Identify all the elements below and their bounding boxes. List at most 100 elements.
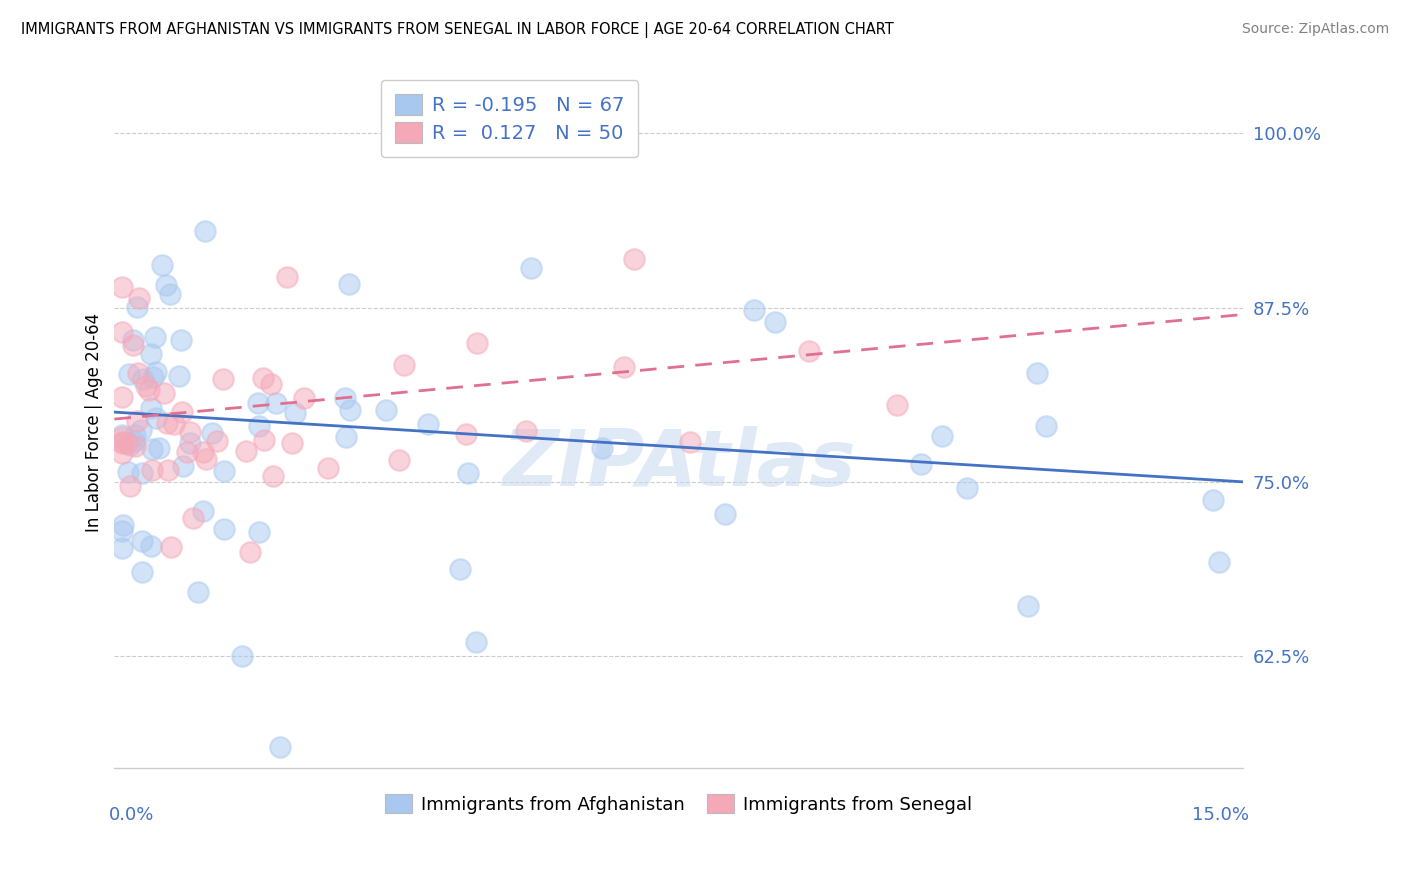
Point: [454, 427, 477, 442]
Point: [214, 522, 236, 536]
Point: [797, 344, 820, 359]
Point: [247, 525, 270, 540]
Point: [167, 369, 190, 384]
Point: [191, 445, 214, 459]
Point: [763, 315, 786, 329]
Point: [375, 403, 398, 417]
Point: [181, 511, 204, 525]
Point: [131, 534, 153, 549]
Point: [191, 503, 214, 517]
Point: [179, 425, 201, 439]
Point: [292, 391, 315, 405]
Point: [170, 333, 193, 347]
Point: [118, 479, 141, 493]
Point: [143, 330, 166, 344]
Text: 0.0%: 0.0%: [108, 805, 155, 823]
Text: 15.0%: 15.0%: [1192, 805, 1249, 823]
Point: [333, 392, 356, 406]
Point: [159, 287, 181, 301]
Point: [1208, 555, 1230, 569]
Point: [124, 439, 146, 453]
Text: Source: ZipAtlas.com: Source: ZipAtlas.com: [1241, 22, 1389, 37]
Point: [141, 442, 163, 456]
Point: [111, 518, 134, 533]
Point: [142, 370, 165, 384]
Point: [111, 524, 134, 538]
Point: [129, 423, 152, 437]
Point: [269, 739, 291, 754]
Point: [465, 336, 488, 351]
Point: [246, 395, 269, 409]
Point: [457, 466, 479, 480]
Y-axis label: In Labor Force | Age 20-64: In Labor Force | Age 20-64: [86, 313, 103, 533]
Point: [124, 427, 146, 442]
Point: [742, 303, 765, 318]
Point: [127, 367, 149, 381]
Point: [111, 430, 134, 444]
Point: [1202, 492, 1225, 507]
Point: [127, 300, 149, 314]
Point: [172, 458, 194, 473]
Point: [231, 649, 253, 664]
Point: [156, 416, 179, 430]
Point: [128, 291, 150, 305]
Point: [122, 434, 145, 449]
Point: [260, 377, 283, 392]
Point: [205, 434, 228, 449]
Point: [187, 584, 209, 599]
Point: [131, 467, 153, 481]
Point: [591, 441, 613, 455]
Legend: Immigrants from Afghanistan, Immigrants from Senegal: Immigrants from Afghanistan, Immigrants …: [378, 787, 980, 821]
Point: [679, 435, 702, 450]
Point: [519, 260, 541, 275]
Point: [153, 385, 176, 400]
Point: [148, 441, 170, 455]
Point: [145, 365, 167, 379]
Point: [262, 468, 284, 483]
Point: [931, 429, 953, 443]
Point: [111, 446, 134, 460]
Point: [131, 565, 153, 579]
Point: [212, 372, 235, 386]
Point: [125, 414, 148, 428]
Point: [111, 435, 134, 450]
Point: [337, 277, 360, 291]
Point: [449, 562, 471, 576]
Point: [252, 371, 274, 385]
Text: IMMIGRANTS FROM AFGHANISTAN VS IMMIGRANTS FROM SENEGAL IN LABOR FORCE | AGE 20-6: IMMIGRANTS FROM AFGHANISTAN VS IMMIGRANT…: [21, 22, 894, 38]
Point: [157, 463, 180, 477]
Point: [118, 368, 141, 382]
Point: [139, 401, 162, 415]
Point: [111, 541, 134, 555]
Point: [284, 406, 307, 420]
Point: [179, 435, 201, 450]
Point: [392, 359, 415, 373]
Point: [138, 383, 160, 397]
Point: [111, 325, 134, 339]
Point: [515, 424, 537, 438]
Point: [281, 436, 304, 450]
Point: [1026, 366, 1049, 380]
Point: [111, 428, 134, 442]
Point: [1035, 418, 1057, 433]
Point: [264, 396, 287, 410]
Point: [150, 258, 173, 272]
Point: [335, 430, 357, 444]
Point: [956, 481, 979, 495]
Point: [1017, 599, 1039, 613]
Point: [135, 379, 157, 393]
Point: [388, 452, 411, 467]
Point: [117, 465, 139, 479]
Point: [159, 540, 181, 554]
Point: [170, 405, 193, 419]
Point: [145, 410, 167, 425]
Point: [122, 338, 145, 352]
Point: [139, 347, 162, 361]
Point: [253, 433, 276, 447]
Point: [418, 417, 440, 431]
Point: [886, 399, 908, 413]
Point: [141, 539, 163, 553]
Point: [141, 463, 163, 477]
Point: [176, 445, 198, 459]
Point: [235, 443, 257, 458]
